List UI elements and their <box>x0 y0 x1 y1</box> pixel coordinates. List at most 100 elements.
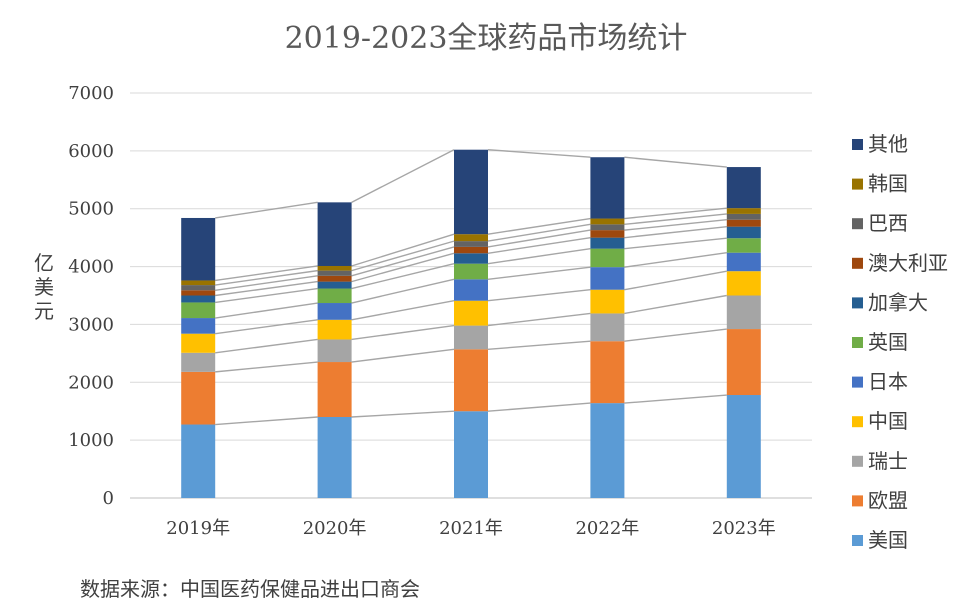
bar-segment <box>181 352 216 372</box>
bar-segment <box>726 226 761 239</box>
connector-line <box>351 262 455 290</box>
y-tick-label: 4000 <box>68 257 114 278</box>
connector-line <box>351 300 455 321</box>
bar-segment <box>726 208 761 214</box>
bar-segment <box>590 403 625 498</box>
connector-line <box>487 312 591 327</box>
bar-segment <box>726 167 761 209</box>
connector-line <box>215 416 318 426</box>
x-tick-label: 2023年 <box>712 518 776 539</box>
bar-segment <box>181 424 216 498</box>
connector-line <box>351 246 455 277</box>
bar-segment <box>726 238 761 253</box>
bar-segment <box>181 333 216 353</box>
bar-segment <box>454 149 488 235</box>
bar-segment <box>317 281 352 289</box>
y-tick-label: 6000 <box>68 141 114 162</box>
connector-line <box>624 207 727 220</box>
legend-label: 欧盟 <box>868 488 908 512</box>
bars <box>181 149 761 498</box>
bar-segment <box>317 202 352 266</box>
legend-label: 瑞士 <box>868 449 908 473</box>
bar-segment <box>181 302 216 319</box>
bar-segment <box>454 300 488 326</box>
bar-segment <box>454 325 488 350</box>
connector-line <box>624 225 727 239</box>
y-axis-ticks: 0 1000 2000 3000 4000 5000 6000 7000 <box>68 83 114 509</box>
connector-line <box>624 394 727 404</box>
connector-line <box>215 319 318 335</box>
bar-segment <box>317 319 352 340</box>
bar-segment <box>726 295 761 330</box>
legend-swatch <box>852 535 863 546</box>
chart-title: 2019-2023全球药品市场统计 <box>285 21 688 56</box>
connector-line <box>215 302 318 319</box>
source-note: 数据来源：中国医药保健品进出口商会 <box>80 577 420 601</box>
bar-segment <box>590 237 625 249</box>
bar-segment <box>317 275 352 282</box>
connector-line <box>215 201 318 219</box>
bar-segment <box>590 157 625 219</box>
legend-label: 其他 <box>868 132 908 156</box>
bar-segment <box>726 213 761 220</box>
legend-swatch <box>852 416 863 428</box>
bar-segment <box>181 217 216 281</box>
connector-line <box>487 223 591 242</box>
legend-swatch <box>852 218 863 230</box>
connector-line <box>487 402 591 412</box>
connector-line <box>487 247 591 265</box>
bar-segment <box>590 230 625 238</box>
connector-line <box>351 240 455 272</box>
connector-line <box>215 265 318 282</box>
legend-swatch <box>852 455 863 467</box>
bar-segment <box>317 288 352 304</box>
connector-line <box>487 340 591 351</box>
y-tick-label: 7000 <box>68 83 114 104</box>
legend-label: 中国 <box>868 409 908 433</box>
y-tick-label: 2000 <box>68 372 114 393</box>
legend-label: 澳大利亚 <box>868 251 948 275</box>
legend-swatch <box>852 495 863 507</box>
bar-segment <box>181 290 216 296</box>
connector-line <box>624 237 727 250</box>
x-tick-label: 2019年 <box>166 518 230 539</box>
connector-line <box>215 361 318 373</box>
connector-line <box>624 328 727 342</box>
bar-segment <box>590 218 625 225</box>
bar-segment <box>590 341 625 404</box>
legend-label: 巴西 <box>868 211 908 235</box>
bar-segment <box>181 280 216 286</box>
bar-segment <box>181 285 216 291</box>
x-tick-label: 2022年 <box>575 518 639 539</box>
connector-line <box>351 324 455 341</box>
bar-segment <box>590 267 625 290</box>
legend-swatch <box>852 178 863 190</box>
connector-line <box>351 410 455 418</box>
connector-line <box>487 149 591 158</box>
bar-segment <box>454 263 488 280</box>
connector-line <box>215 338 318 354</box>
bar-segment <box>317 417 352 498</box>
y-tick-label: 5000 <box>68 199 114 220</box>
x-tick-label: 2020年 <box>303 518 367 539</box>
bar-segment <box>454 253 488 264</box>
bar-segment <box>454 241 488 247</box>
bar-segment <box>454 234 488 242</box>
connector-line <box>351 348 455 363</box>
connector-line <box>487 236 591 254</box>
connector-line <box>624 251 727 268</box>
legend-label: 英国 <box>868 330 908 354</box>
bar-segment <box>590 248 625 268</box>
connector-line <box>487 266 591 280</box>
connector-line <box>351 233 455 267</box>
bar-segment <box>317 265 352 271</box>
legend-label: 韩国 <box>868 172 908 196</box>
y-tick-label: 0 <box>103 488 114 509</box>
connector-line <box>215 287 318 304</box>
bar-segment <box>726 329 761 396</box>
bar-segment <box>317 270 352 276</box>
connector-line <box>624 213 727 226</box>
connector-line <box>624 294 727 315</box>
